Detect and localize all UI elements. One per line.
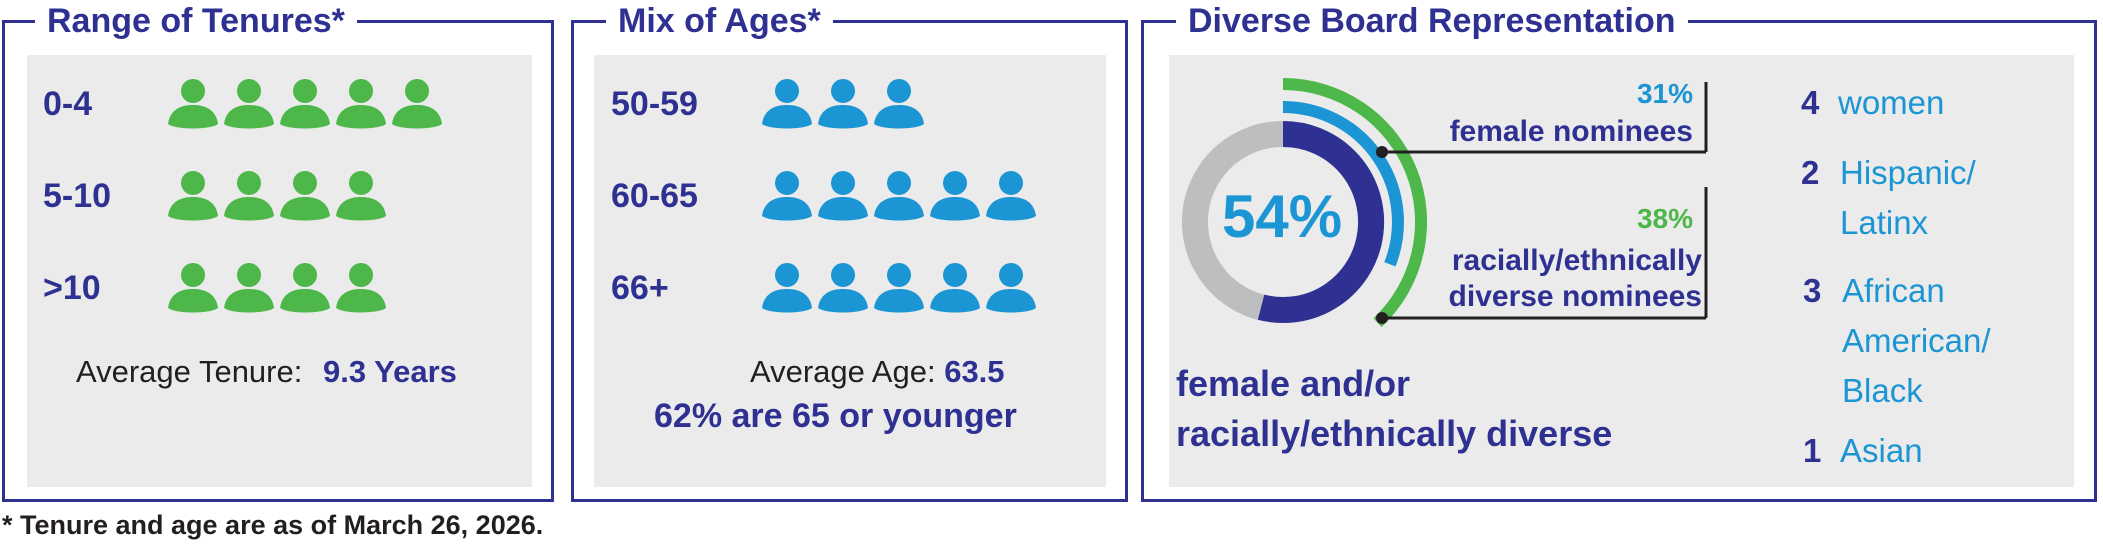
tenure-category-label: 0-4 (43, 85, 93, 123)
diverse-nominees-label-line1: racially/ethnically (1451, 244, 1702, 277)
diverse-nominees-pct: 38% (1636, 203, 1693, 234)
average-tenure-value: 9.3 Years (322, 354, 457, 389)
age-icon-row (760, 262, 1038, 314)
person-icon (392, 79, 442, 129)
person-icon (280, 79, 330, 129)
donut-composite-segment (1257, 121, 1385, 323)
person-icon (874, 263, 924, 313)
person-icon (818, 79, 868, 129)
tenure-icon-row (166, 78, 444, 130)
women-label: women (1838, 84, 1945, 121)
person-icon (336, 79, 386, 129)
tenure-panel: Range of Tenures* (2, 1, 554, 502)
tenure-icon-row (166, 262, 388, 314)
person-icon (762, 263, 812, 313)
person-icon (930, 171, 980, 221)
average-tenure: Average Tenure: 9.3 Years (76, 354, 457, 390)
diverse-nominees-label-line2: diverse nominees (1448, 280, 1702, 313)
donut-center-label: 54% (1221, 183, 1343, 250)
person-icon (280, 263, 330, 313)
person-icon (874, 171, 924, 221)
black-count: 3 (1803, 272, 1822, 309)
person-icon (336, 263, 386, 313)
age-category-label: 50-59 (611, 85, 698, 123)
black-label-line3: Black (1842, 372, 1923, 409)
composite-label-line2: racially/ethnically diverse (1176, 413, 1613, 454)
age-category-label: 60-65 (611, 177, 698, 215)
average-age: Average Age: 63.5 (750, 354, 1005, 390)
footnote: * Tenure and age are as of March 26, 202… (2, 510, 544, 540)
women-count: 4 (1801, 84, 1820, 121)
person-icon (168, 263, 218, 313)
person-icon (762, 171, 812, 221)
female-connector-dot (1376, 146, 1388, 158)
hispanic-label-line1: Hispanic/ (1840, 154, 1976, 191)
person-icon (224, 263, 274, 313)
person-icon (930, 263, 980, 313)
person-icon (874, 79, 924, 129)
ages-panel-title: Mix of Ages* (606, 1, 833, 41)
person-icon (224, 79, 274, 129)
age-icon-row (760, 78, 926, 130)
average-age-label: Average Age: (750, 354, 936, 389)
diverse-nominees-arc (1282, 78, 1427, 327)
tenure-panel-background (27, 55, 532, 487)
female-nominees-label: female nominees (1449, 115, 1693, 148)
tenure-icon-row (166, 170, 388, 222)
black-label-line1: African (1842, 272, 1945, 309)
black-label-line2: American/ (1842, 322, 1991, 359)
asian-count: 1 (1803, 432, 1822, 469)
tenure-panel-title: Range of Tenures* (35, 1, 357, 41)
female-nominees-pct: 31% (1636, 78, 1693, 109)
age-category-label: 66+ (611, 269, 669, 307)
person-icon (224, 171, 274, 221)
hispanic-count: 2 (1801, 154, 1820, 191)
average-age-value: 63.5 (944, 354, 1005, 389)
female-nominees-arc (1282, 101, 1404, 267)
diverse-connector-dot (1376, 312, 1388, 324)
age-icon-row (760, 170, 1038, 222)
diversity-panel-background (1169, 55, 2074, 487)
person-icon (986, 171, 1036, 221)
person-icon (168, 79, 218, 129)
diversity-panel: Diverse Board Representation (1141, 1, 2097, 502)
person-icon (986, 263, 1036, 313)
hispanic-label-line2: Latinx (1840, 204, 1929, 241)
age-summary: 62% are 65 or younger (654, 397, 1017, 435)
person-icon (280, 171, 330, 221)
composite-label-line1: female and/or (1176, 363, 1411, 404)
tenure-category-label: 5-10 (43, 177, 112, 215)
person-icon (168, 171, 218, 221)
diversity-panel-title: Diverse Board Representation (1176, 1, 1688, 41)
tenure-category-label: >10 (43, 269, 101, 307)
average-tenure-label: Average Tenure: (76, 354, 303, 389)
person-icon (762, 79, 812, 129)
person-icon (336, 171, 386, 221)
person-icon (818, 263, 868, 313)
asian-label: Asian (1840, 432, 1923, 469)
person-icon (818, 171, 868, 221)
